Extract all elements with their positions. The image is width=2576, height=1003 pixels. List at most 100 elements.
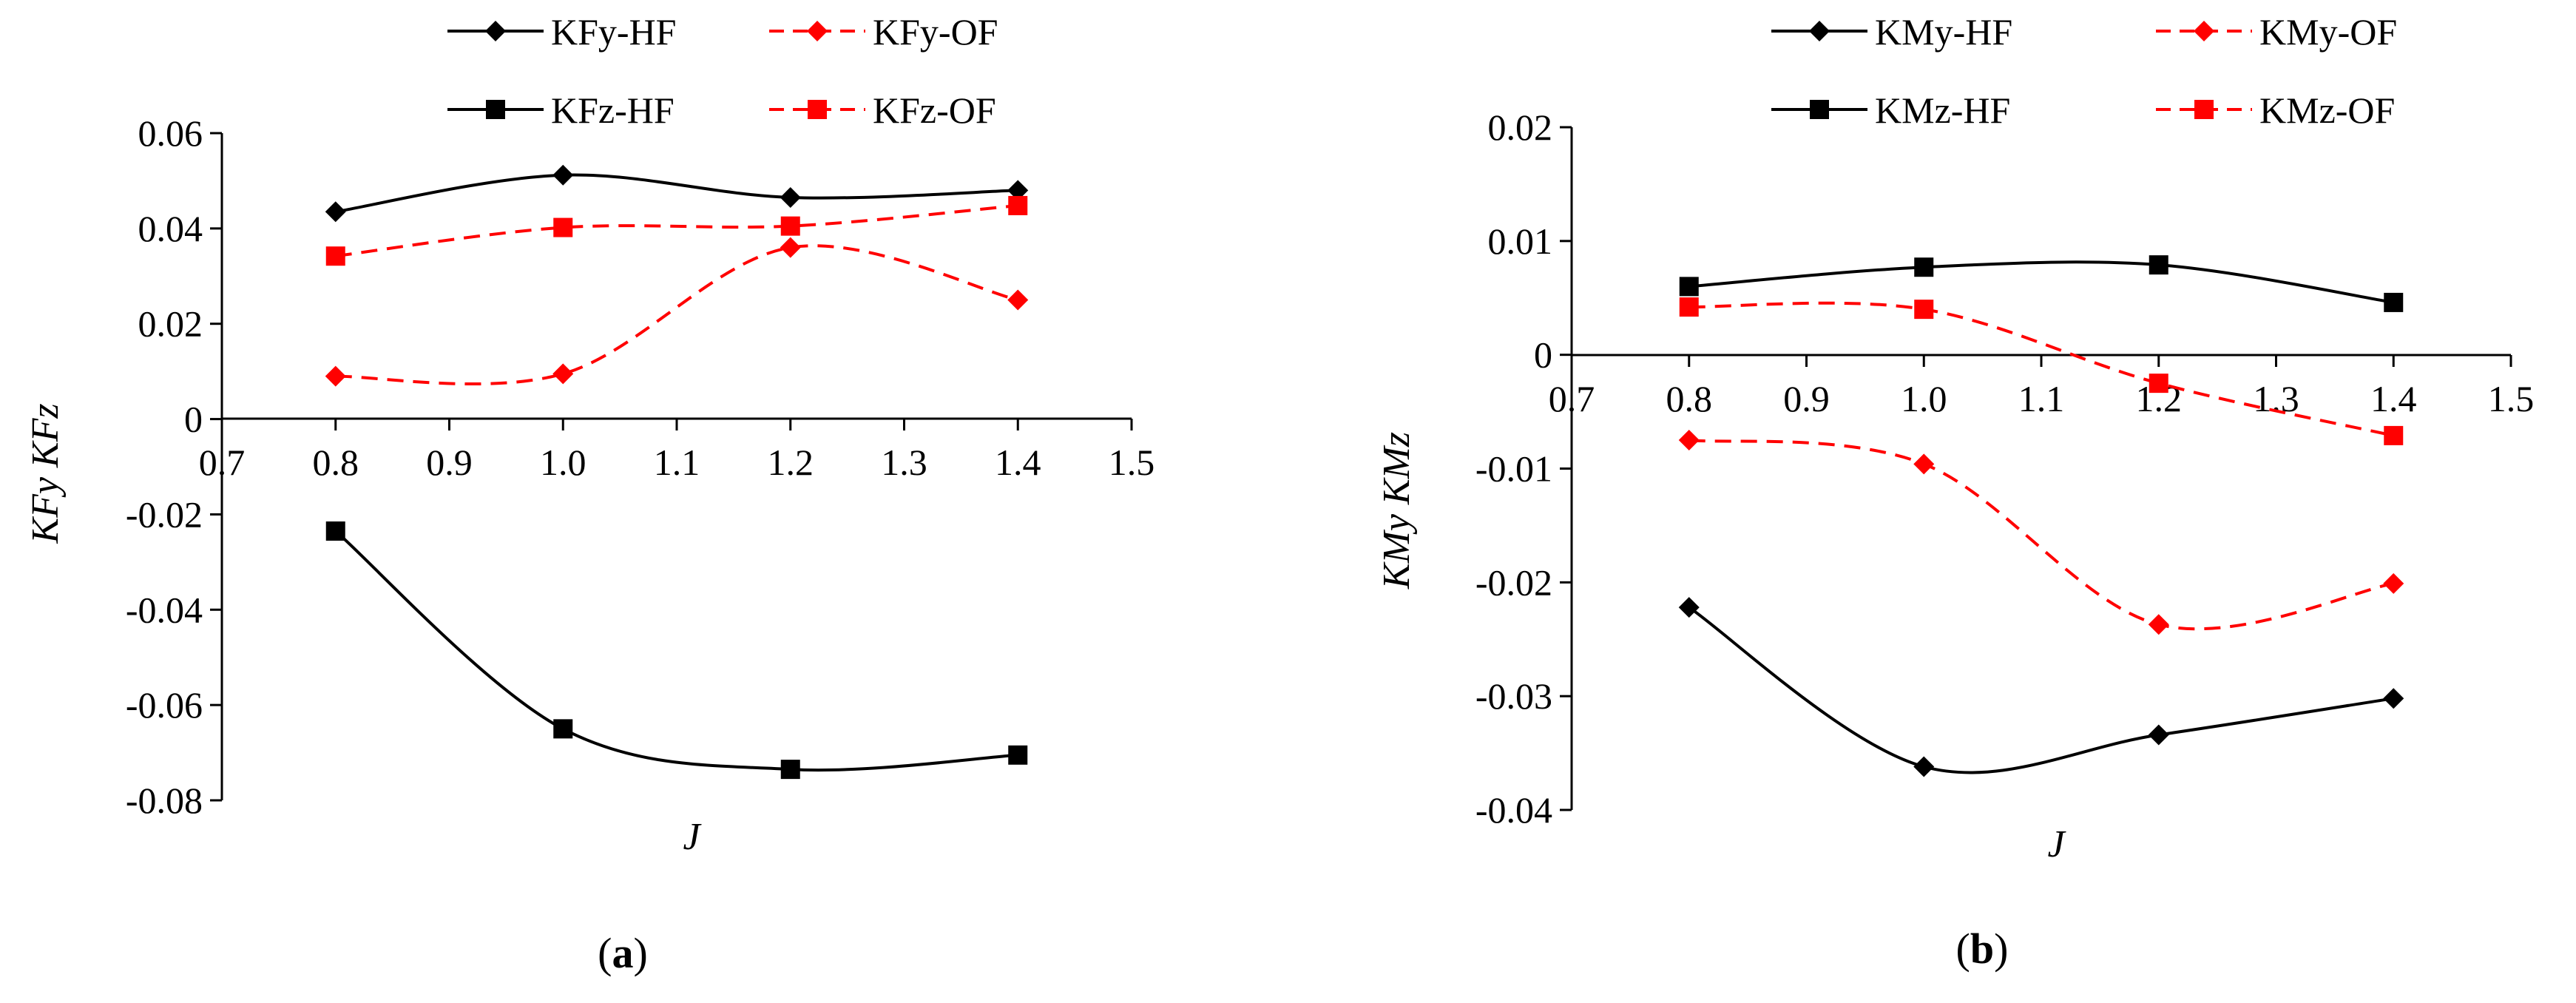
legend-diamond-marker [1809, 21, 1830, 41]
data-point-kfz-of [553, 217, 573, 237]
data-point-kfy-of [780, 237, 801, 258]
data-point-kfy-of [325, 365, 346, 387]
legend-label-kmy-hf: KMy-HF [1875, 11, 2012, 53]
panel-a-series [325, 164, 1029, 780]
y-tick-label: -0.06 [126, 684, 203, 726]
series-line-kfz-of [335, 203, 1018, 258]
panel-a-label: (a) [598, 929, 648, 977]
series-kfz-of [325, 195, 1028, 266]
data-point-kmz-of [2384, 425, 2404, 445]
y-tick-label: 0.06 [138, 112, 203, 154]
series-line-kfy-of [335, 244, 1018, 385]
data-point-kfy-hf [1007, 180, 1029, 201]
data-point-kfy-hf [780, 186, 801, 208]
legend-label-kfy-of: KFy-OF [873, 11, 998, 53]
panel-b-x-ticks: 0.7 0.8 0.9 1.0 1.1 1.2 1.3 1.4 1.5 [1549, 355, 2535, 419]
panel-a-y-ticks: -0.08 -0.06 -0.04 -0.02 0 0.02 0.04 0.06 [126, 112, 222, 821]
legend-square-marker [1810, 100, 1829, 119]
y-tick-label: 0.01 [1488, 220, 1553, 262]
legend-diamond-marker [2194, 21, 2214, 41]
data-point-kmy-of [1913, 453, 1935, 475]
data-point-kfz-of [780, 216, 800, 236]
data-point-kmy-hf [1678, 597, 1700, 618]
series-line-kmz-hf [1688, 260, 2394, 304]
panel-b-letter: b [1970, 925, 1994, 973]
data-point-kmy-hf [1913, 756, 1935, 777]
x-tick-label: 0.7 [1549, 378, 1595, 419]
series-kfy-of [325, 237, 1029, 387]
x-tick-label: 0.9 [426, 442, 473, 483]
panel-b: KMy-HF KMy-OF KMz-HF KMz-OF 0.7 0.8 0.9 1.0… [1376, 11, 2534, 973]
panel-a-x-axis-title: J [683, 816, 702, 858]
x-tick-label: 1.2 [768, 442, 814, 483]
legend-label-kmy-of: KMy-OF [2259, 11, 2397, 53]
series-line-kmy-hf [1688, 606, 2394, 774]
x-tick-label: 0.8 [1666, 378, 1713, 419]
panel-b-series [1678, 255, 2404, 777]
y-tick-label: 0 [1534, 334, 1552, 376]
data-point-kmz-hf [2384, 292, 2404, 312]
x-tick-label: 1.5 [2488, 378, 2535, 419]
x-tick-label: 1.1 [654, 442, 700, 483]
data-point-kfz-hf [1008, 745, 1028, 765]
x-tick-label: 1.3 [881, 442, 927, 483]
panel-a-letter: a [612, 929, 634, 977]
x-tick-label: 1.5 [1109, 442, 1155, 483]
series-line-kmy-of [1688, 439, 2394, 631]
legend-item-kmy-hf: KMy-HF [1771, 11, 2012, 53]
y-tick-label: -0.02 [1475, 561, 1552, 603]
data-point-kfz-hf [325, 521, 345, 541]
data-point-kfz-hf [780, 760, 800, 780]
legend-label-kfy-hf: KFy-HF [551, 11, 676, 53]
series-line-kmz-of [1688, 301, 2394, 437]
y-tick-label: -0.03 [1475, 675, 1552, 717]
legend-label-kmz-hf: KMz-HF [1875, 90, 2010, 131]
data-point-kmy-of [2383, 573, 2404, 594]
panel-a: KFy-HF KFy-OF KFz-HF KFz-OF 0.7 0.8 0.9 1.0… [24, 11, 1155, 977]
y-tick-label: 0.04 [138, 208, 203, 249]
data-point-kmy-of [2148, 614, 2169, 635]
legend-square-marker [486, 100, 505, 119]
series-kmy-of [1678, 430, 2404, 635]
series-line-kfy-hf [335, 173, 1018, 214]
data-point-kmz-of [2149, 374, 2168, 394]
legend-item-kfy-of: KFy-OF [769, 11, 998, 53]
x-tick-label: 1.4 [2370, 378, 2417, 419]
data-point-kfz-of [1008, 195, 1028, 215]
legend-diamond-marker [485, 21, 506, 41]
data-point-kmz-hf [1914, 257, 1934, 277]
x-tick-label: 1.3 [2253, 378, 2299, 419]
series-kmz-hf [1679, 255, 2404, 312]
legend-label-kmz-of: KMz-OF [2259, 90, 2395, 131]
legend-item-kfz-of: KFz-OF [769, 90, 996, 131]
data-point-kmz-hf [1679, 277, 1699, 297]
x-tick-label: 0.9 [1783, 378, 1830, 419]
x-tick-label: 1.1 [2018, 378, 2065, 419]
legend-square-marker [2194, 100, 2214, 119]
legend-item-kmy-of: KMy-OF [2156, 11, 2397, 53]
data-point-kmz-of [1914, 300, 1934, 320]
legend-item-kmz-hf: KMz-HF [1771, 90, 2010, 131]
x-tick-label: 1.4 [995, 442, 1041, 483]
panel-b-x-axis-title: J [2047, 823, 2066, 865]
y-tick-label: -0.04 [126, 589, 203, 630]
data-point-kfy-hf [552, 164, 574, 186]
legend-diamond-marker [807, 21, 828, 41]
y-tick-label: -0.02 [126, 493, 203, 535]
panel-b-label: (b) [1956, 925, 2009, 973]
x-tick-label: 1.0 [540, 442, 586, 483]
legend-label-kfz-hf: KFz-HF [551, 90, 675, 131]
panel-b-y-axis-title: KMy KMz [1376, 432, 1418, 590]
x-tick-label: 0.7 [199, 442, 246, 483]
legend-square-marker [808, 100, 827, 119]
data-point-kmz-hf [2149, 255, 2168, 275]
series-kmy-hf [1678, 597, 2404, 777]
data-point-kmy-hf [2148, 724, 2169, 746]
data-point-kmy-of [1678, 430, 1700, 451]
data-point-kmz-of [1679, 297, 1699, 317]
panel-b-y-ticks: -0.04 -0.03 -0.02 -0.01 0 0.01 0.02 [1475, 107, 1572, 831]
legend-item-kfy-hf: KFy-HF [447, 11, 676, 53]
panel-a-x-ticks: 0.7 0.8 0.9 1.0 1.1 1.2 1.3 1.4 1.5 [199, 419, 1155, 483]
y-tick-label: 0 [184, 399, 203, 440]
